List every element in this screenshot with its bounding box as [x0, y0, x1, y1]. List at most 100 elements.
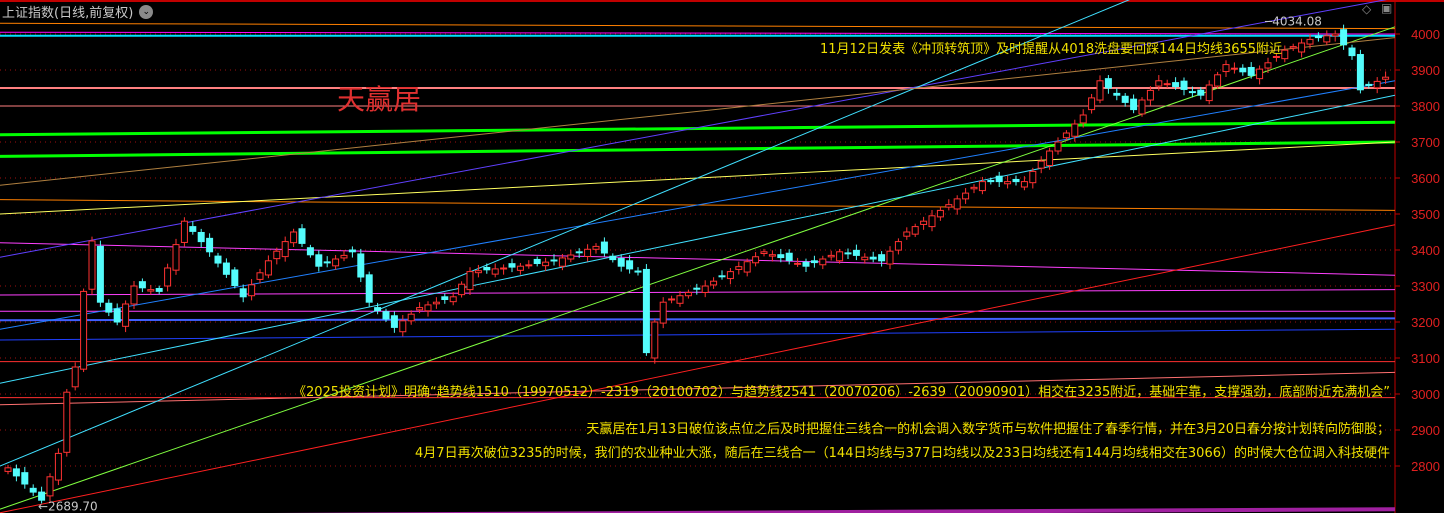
- trend-line: [0, 120, 1396, 137]
- candle-body: [911, 226, 919, 235]
- candle-body: [861, 256, 869, 261]
- candle-body: [264, 260, 272, 276]
- candle-body: [1197, 89, 1205, 96]
- chart-header: 上证指数(日线,前复权) ⌄: [2, 2, 154, 21]
- trend-line: [0, 80, 1396, 330]
- candle-body: [710, 280, 718, 286]
- candle-body: [953, 198, 961, 210]
- candle-body: [1071, 123, 1079, 137]
- candle-body: [810, 260, 818, 264]
- candle-body: [458, 283, 466, 296]
- candle-body: [138, 281, 146, 289]
- candle-body: [1062, 132, 1070, 139]
- candle-body: [130, 285, 138, 305]
- candle-body: [525, 264, 533, 267]
- candle-body: [1020, 181, 1028, 188]
- trend-line: [0, 328, 1396, 341]
- y-tick-label: 3400: [1411, 243, 1440, 258]
- y-tick-label: 3700: [1411, 135, 1440, 150]
- candle-body: [273, 250, 281, 260]
- candle-body: [928, 215, 936, 228]
- candle-body: [357, 253, 365, 278]
- trend-line: [0, 140, 1396, 158]
- chart-title: 上证指数(日线,前复权): [2, 6, 134, 21]
- candle-body: [1096, 80, 1104, 101]
- candle-body: [516, 265, 524, 271]
- candle-body: [38, 491, 46, 501]
- candle-body: [1281, 49, 1289, 60]
- candle-body: [1054, 141, 1062, 152]
- candle-body: [726, 271, 734, 280]
- candle-body: [987, 180, 995, 183]
- candle-body: [575, 251, 583, 254]
- high-label: ─4034.08: [1264, 15, 1322, 29]
- candle-body: [407, 313, 415, 322]
- candle-body: [1172, 82, 1180, 88]
- candle-body: [432, 301, 440, 305]
- candle-body: [1037, 160, 1045, 169]
- diamond-icon[interactable]: ◇: [1362, 2, 1372, 16]
- candle-body: [852, 249, 860, 256]
- candle-body: [794, 262, 802, 265]
- candle-body: [1340, 29, 1348, 46]
- candle-body: [54, 452, 62, 481]
- trend-line: [0, 26, 1396, 510]
- candle-body: [642, 268, 650, 354]
- candle-body: [382, 311, 390, 320]
- candle-body: [1088, 97, 1096, 111]
- candle-body: [1079, 114, 1087, 124]
- trend-line: [0, 224, 1396, 513]
- candle-body: [878, 254, 886, 262]
- candle-body: [668, 298, 676, 301]
- candle-body: [659, 301, 667, 324]
- candle-body: [1222, 64, 1230, 73]
- trend-line: [0, 0, 1387, 258]
- candle-body: [844, 252, 852, 255]
- candle-body: [936, 209, 944, 218]
- candle-body: [1289, 46, 1297, 49]
- candle-body: [113, 308, 121, 323]
- trend-line: [0, 371, 1396, 406]
- y-tick-label: 4000: [1411, 27, 1440, 42]
- y-tick-label: 3200: [1411, 315, 1440, 330]
- candle-body: [1205, 84, 1213, 102]
- candle-body: [894, 241, 902, 251]
- candle-body: [399, 320, 407, 333]
- candle-body: [1113, 92, 1121, 96]
- candle-body: [466, 271, 474, 291]
- trend-line: [0, 242, 1396, 276]
- candle-body: [1012, 178, 1020, 183]
- candle-body: [256, 272, 264, 280]
- chevron-down-icon[interactable]: ⌄: [139, 4, 154, 19]
- candle-body: [1130, 98, 1138, 111]
- candle-body: [1029, 170, 1037, 184]
- candle-body: [920, 220, 928, 225]
- candle-body: [164, 267, 172, 287]
- trend-line: [0, 31, 1396, 35]
- candle-body: [1314, 35, 1322, 39]
- y-tick-label: 3100: [1411, 351, 1440, 366]
- candle-body: [634, 270, 642, 273]
- candle-body: [491, 268, 499, 275]
- y-tick-label: 2900: [1411, 423, 1440, 438]
- candle-body: [172, 244, 180, 271]
- candle-body: [718, 275, 726, 278]
- candle-body: [584, 248, 592, 257]
- candle-body: [676, 295, 684, 304]
- candle-body: [735, 266, 743, 270]
- candle-body: [105, 302, 113, 313]
- panel-toggle-icon[interactable]: ▣: [1381, 1, 1393, 15]
- candle-body: [1331, 33, 1339, 37]
- candle-body: [424, 304, 432, 312]
- candle-body: [122, 303, 130, 327]
- candle-body: [1046, 150, 1054, 167]
- candle-body: [626, 260, 634, 270]
- y-tick-label: 3300: [1411, 279, 1440, 294]
- candle-body: [1348, 47, 1356, 57]
- candle-body: [651, 321, 659, 359]
- annotation-2: 《2025投资计划》明确“趋势线1510（19970512）-2319（2010…: [292, 385, 1390, 400]
- y-tick-label: 3900: [1411, 63, 1440, 78]
- annotation-4: 4月7日再次破位3235的时候，我们的农业种业大涨，随后在三线合一（144日均线…: [415, 446, 1390, 461]
- candle-body: [600, 241, 608, 254]
- y-tick-label: 3000: [1411, 387, 1440, 402]
